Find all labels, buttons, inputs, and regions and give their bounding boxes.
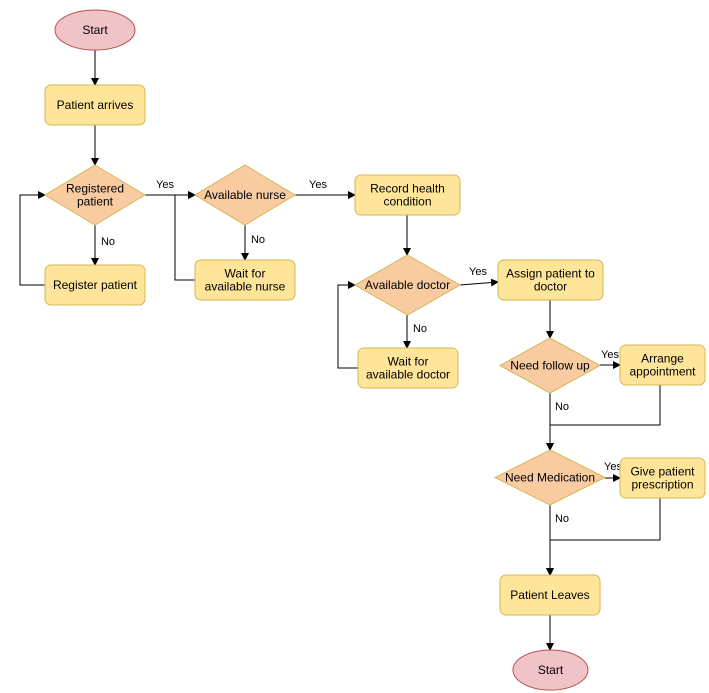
edge-label-followup-arrange: Yes [601, 349, 619, 361]
node-waitnurse: Wait foravailable nurse [195, 260, 295, 300]
node-label-availdoctor: Available doctor [365, 278, 450, 292]
node-availdoctor: Available doctor [355, 255, 460, 315]
node-arrange: Arrangeappointment [620, 345, 705, 385]
edge-prescription-leaves [550, 498, 660, 575]
edge-label-registered-availnurse: Yes [156, 179, 174, 191]
node-label-waitdoctor: Wait for [388, 355, 429, 369]
node-arrives: Patient arrives [45, 85, 145, 125]
node-label-start: Start [82, 23, 108, 37]
edge-label-availnurse-waitnurse: No [251, 234, 265, 246]
node-label-register: Register patient [53, 278, 138, 292]
edge-waitdoctor-availdoctor [338, 285, 358, 368]
flowchart-canvas: NoYesNoYesNoYesYesNoYesNo StartPatient a… [0, 0, 709, 693]
node-label-waitdoctor: available doctor [366, 368, 450, 382]
edge-availdoctor-assign [460, 282, 498, 285]
node-label-waitnurse: Wait for [225, 267, 266, 281]
node-record: Record healthcondition [355, 175, 460, 215]
node-label-record: Record health [370, 182, 445, 196]
node-medication: Need Medication [495, 450, 605, 505]
edge-waitnurse-availnurse [175, 195, 195, 280]
node-register: Register patient [45, 265, 145, 305]
node-leaves: Patient Leaves [500, 575, 600, 615]
node-label-arrange: appointment [629, 365, 696, 379]
edge-label-availnurse-record: Yes [309, 179, 327, 191]
node-label-arrange: Arrange [641, 352, 684, 366]
edge-label-medication-leaves: No [555, 513, 569, 525]
node-label-medication: Need Medication [505, 471, 595, 485]
node-label-waitnurse: available nurse [205, 280, 286, 294]
node-prescription: Give patientprescription [620, 458, 705, 498]
edge-arrange-medication [550, 385, 660, 450]
node-label-prescription: Give patient [630, 465, 695, 479]
node-label-registered: patient [77, 195, 114, 209]
node-followup: Need follow up [500, 338, 600, 393]
node-label-registered: Registered [66, 182, 124, 196]
node-assign: Assign patient todoctor [498, 260, 603, 300]
node-start: Start [55, 10, 135, 50]
node-label-record: condition [383, 195, 431, 209]
node-label-arrives: Patient arrives [57, 98, 134, 112]
node-end: Start [513, 650, 588, 690]
edge-label-followup-medication: No [555, 401, 569, 413]
node-label-followup: Need follow up [510, 359, 590, 373]
node-waitdoctor: Wait foravailable doctor [358, 348, 458, 388]
edge-label-availdoctor-waitdoctor: No [413, 323, 427, 335]
node-label-end: Start [538, 663, 564, 677]
node-label-prescription: prescription [631, 478, 693, 492]
node-label-leaves: Patient Leaves [510, 588, 589, 602]
node-registered: Registeredpatient [45, 165, 145, 225]
edge-register-registered [20, 195, 45, 285]
node-availnurse: Available nurse [195, 165, 295, 225]
node-label-assign: doctor [534, 280, 567, 294]
node-label-assign: Assign patient to [506, 267, 595, 281]
node-label-availnurse: Available nurse [204, 188, 286, 202]
edge-label-registered-register: No [101, 236, 115, 248]
edge-label-availdoctor-assign: Yes [469, 266, 487, 278]
